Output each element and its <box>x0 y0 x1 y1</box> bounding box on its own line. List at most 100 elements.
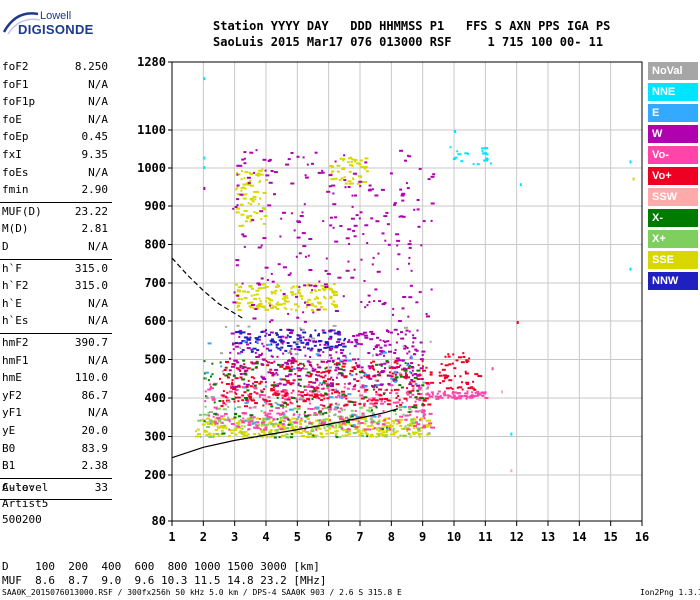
echo-point <box>325 361 328 364</box>
echo-point <box>250 376 254 379</box>
echo-point <box>305 343 310 346</box>
echo-point <box>278 382 282 385</box>
echo-point <box>249 151 254 154</box>
echo-point <box>272 384 277 387</box>
echo-point <box>358 333 363 335</box>
echo-point <box>305 284 309 287</box>
echo-point <box>323 295 326 298</box>
echo-point <box>262 237 267 240</box>
echo-point <box>244 420 247 422</box>
echo-point <box>248 285 253 288</box>
echo-point <box>346 428 351 431</box>
echo-point <box>244 397 248 399</box>
echo-point <box>394 376 399 379</box>
echo-point <box>269 320 271 323</box>
echo-point <box>332 378 334 381</box>
echo-point <box>510 432 513 436</box>
echo-point <box>355 343 358 346</box>
echo-point <box>482 394 485 397</box>
echo-point <box>372 354 374 357</box>
echo-point <box>311 162 314 165</box>
echo-point <box>629 267 632 271</box>
echo-point <box>295 360 298 363</box>
echo-point <box>241 399 245 402</box>
scaled-row: foF2 8.250 <box>2 60 108 77</box>
echo-point <box>258 395 261 398</box>
echo-point <box>253 211 256 214</box>
echo-point <box>375 220 380 223</box>
echo-point <box>286 403 289 406</box>
echo-point <box>298 349 302 351</box>
echo-point <box>374 345 378 348</box>
echo-point <box>288 335 292 338</box>
echo-point <box>317 366 322 369</box>
echo-point <box>238 335 241 338</box>
echo-point <box>354 160 357 163</box>
echo-point <box>254 421 257 424</box>
echo-point <box>262 286 266 289</box>
legend-item-noval: NoVal <box>648 62 698 80</box>
echo-point <box>393 433 396 436</box>
echo-point <box>276 301 279 304</box>
echo-point <box>280 404 284 407</box>
echo-point <box>278 421 282 424</box>
echo-point <box>413 353 415 356</box>
echo-point <box>274 332 278 335</box>
echo-point <box>331 425 334 428</box>
echo-point <box>421 426 426 429</box>
echo-point <box>291 428 296 431</box>
echo-point <box>314 329 317 332</box>
echo-point <box>274 368 279 371</box>
echo-point <box>339 157 344 160</box>
echo-point <box>386 374 389 377</box>
echo-point <box>361 414 366 417</box>
echo-point <box>298 252 302 255</box>
echo-point <box>417 428 421 431</box>
echo-point <box>329 396 334 399</box>
y-tick-label: 600 <box>144 314 166 328</box>
echo-point <box>343 359 348 362</box>
echo-point <box>233 428 237 431</box>
echo-point <box>400 418 404 421</box>
echo-point <box>413 404 418 407</box>
echo-point <box>346 421 350 423</box>
echo-point <box>239 203 244 206</box>
echo-point <box>411 345 415 348</box>
echo-point <box>380 352 383 355</box>
echo-point <box>373 368 375 371</box>
echo-point <box>393 202 397 205</box>
echo-point <box>372 405 377 408</box>
echo-point <box>329 288 334 291</box>
echo-point <box>234 427 238 430</box>
echo-point <box>403 347 407 350</box>
echo-point <box>367 398 371 401</box>
echo-point <box>326 397 330 400</box>
echo-point <box>485 157 489 160</box>
echo-point <box>416 384 421 387</box>
echo-point <box>336 170 340 173</box>
echo-point <box>262 358 265 361</box>
echo-point <box>282 352 285 355</box>
echo-point <box>294 425 298 428</box>
echo-point <box>409 240 412 243</box>
echo-point <box>239 366 242 369</box>
echo-point <box>247 420 250 423</box>
echo-point <box>287 352 290 354</box>
echo-point <box>364 388 369 391</box>
echo-point <box>239 419 242 421</box>
echo-point <box>300 391 305 394</box>
echo-point <box>428 419 431 422</box>
echo-point <box>335 388 338 391</box>
echo-point <box>322 308 327 311</box>
echo-point <box>249 414 254 417</box>
echo-point <box>270 290 273 293</box>
echo-point <box>249 214 253 217</box>
scaled-label: yE <box>2 424 16 437</box>
echo-point <box>403 397 408 400</box>
echo-point <box>328 174 333 177</box>
echo-point <box>378 414 382 417</box>
echo-point <box>295 418 299 420</box>
echo-point <box>348 339 351 342</box>
echo-point <box>465 397 468 400</box>
echo-point <box>236 306 239 309</box>
